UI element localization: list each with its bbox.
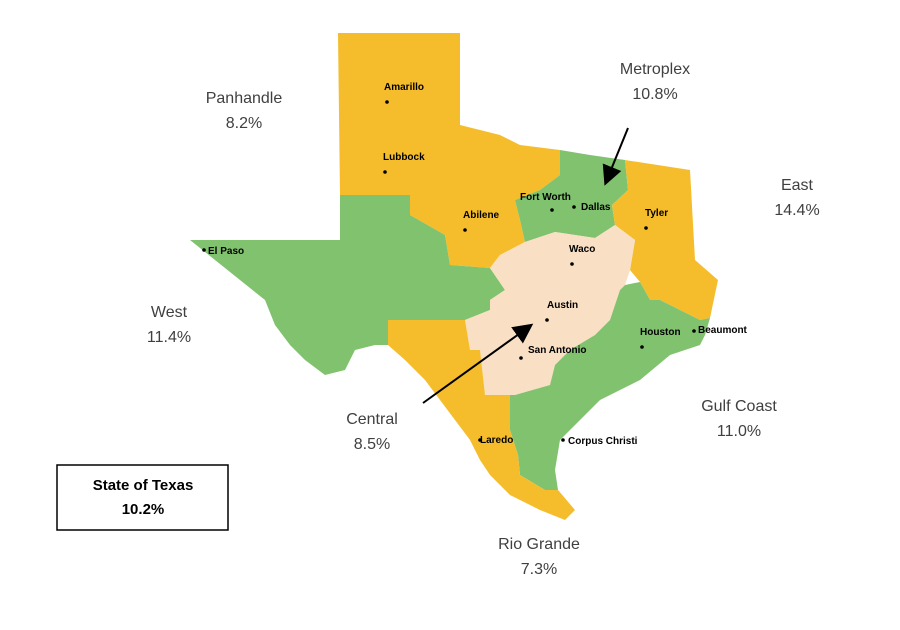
regions xyxy=(190,33,718,520)
city-name: San Antonio xyxy=(528,345,587,356)
city-name: Waco xyxy=(569,244,595,255)
region-name: Gulf Coast xyxy=(701,398,777,415)
city-dot xyxy=(519,356,523,360)
region-value: 14.4% xyxy=(774,202,819,219)
city-name: Lubbock xyxy=(383,152,425,163)
region-name: East xyxy=(781,177,814,194)
panhandle-region xyxy=(338,33,560,268)
cities: Amarillo Lubbock Fort Worth Dallas Abilene Ty… xyxy=(202,82,748,447)
metroplex-arrow xyxy=(602,127,629,186)
city-dot xyxy=(478,438,482,442)
region-name: West xyxy=(151,304,188,321)
city-dot xyxy=(202,248,206,252)
city-dot xyxy=(644,226,648,230)
region-name: Central xyxy=(346,411,398,428)
region-name: Rio Grande xyxy=(498,536,580,553)
arrows xyxy=(422,127,629,404)
region-labels: Panhandle 8.2% Metroplex 10.8% East 14.4% West… xyxy=(147,61,820,578)
region-name: Metroplex xyxy=(620,61,690,78)
city-dot xyxy=(550,208,554,212)
west-region xyxy=(190,195,505,375)
city-dot xyxy=(572,205,576,209)
region-value: 8.5% xyxy=(354,436,390,453)
metroplex-region xyxy=(515,150,628,242)
city-name: Houston xyxy=(640,327,681,338)
region-value: 10.8% xyxy=(632,86,677,103)
city-dot xyxy=(692,329,696,333)
city-name: Laredo xyxy=(480,435,513,446)
region-name: Panhandle xyxy=(206,90,283,107)
city-dot xyxy=(545,318,549,322)
city-name: Dallas xyxy=(581,202,611,213)
city-dot xyxy=(383,170,387,174)
city-name: Fort Worth xyxy=(520,192,571,203)
city-dot xyxy=(463,228,467,232)
east-region xyxy=(612,160,718,320)
city-name: Amarillo xyxy=(384,82,424,93)
state-box xyxy=(56,464,229,531)
gulf-coast-region xyxy=(510,282,710,490)
state-value: 10.2% xyxy=(122,501,165,518)
state-name: State of Texas xyxy=(93,477,194,494)
region-value: 8.2% xyxy=(226,115,262,132)
city-name: Beaumont xyxy=(698,325,748,336)
region-value: 7.3% xyxy=(521,561,557,578)
city-name: Tyler xyxy=(645,208,668,219)
city-dot xyxy=(385,100,389,104)
region-value: 11.4% xyxy=(147,329,191,346)
city-dot xyxy=(570,262,574,266)
city-dot xyxy=(561,438,565,442)
central-arrow xyxy=(422,323,534,404)
city-name: El Paso xyxy=(208,246,244,257)
central-region xyxy=(465,225,635,395)
rio-grande-region xyxy=(388,320,575,520)
city-name: Abilene xyxy=(463,210,500,221)
city-dot xyxy=(640,345,644,349)
region-value: 11.0% xyxy=(717,423,761,440)
city-name: Corpus Christi xyxy=(568,436,638,447)
city-name: Austin xyxy=(547,300,578,311)
